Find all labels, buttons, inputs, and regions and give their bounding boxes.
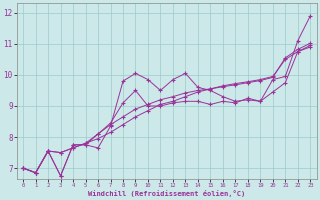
X-axis label: Windchill (Refroidissement éolien,°C): Windchill (Refroidissement éolien,°C) [88, 190, 245, 197]
